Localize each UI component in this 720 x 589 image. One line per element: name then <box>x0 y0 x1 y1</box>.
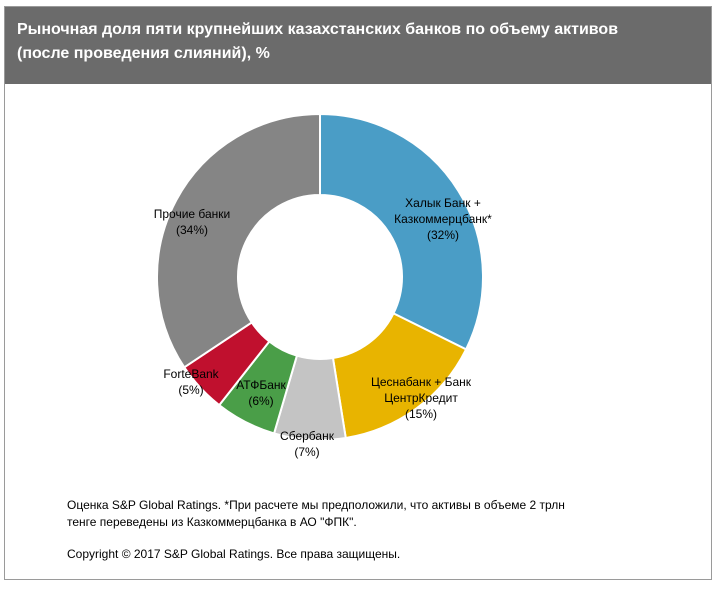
chart-title-line-2: (после проведения слияний), % <box>17 45 270 62</box>
donut-chart: Халык Банк + Казкоммерцбанк* (32%) Цеснабан… <box>154 112 492 459</box>
chart-title-line-1: Рыночная доля пяти крупнейших казахстанс… <box>17 21 619 38</box>
slice-label-4: ForteBank (5%) <box>163 367 219 397</box>
chart-header: Рыночная доля пяти крупнейших казахстанс… <box>5 7 711 84</box>
chart-frame: Рыночная доля пяти крупнейших казахстанс… <box>4 6 712 580</box>
slice-label-3: АТФБанк (6%) <box>236 378 286 408</box>
slice-label-1: Цеснабанк + Банк ЦентрКредит (15%) <box>371 375 472 421</box>
copyright-text: Copyright © 2017 S&P Global Ratings. Все… <box>67 547 401 561</box>
slice-label-5: Прочие банки (34%) <box>154 207 231 237</box>
donut-slice-0 <box>319 112 484 351</box>
slice-label-2: Сбербанк (7%) <box>280 429 335 459</box>
donut-slice-5 <box>156 112 321 369</box>
footnote-line-2: тенге переведены из Казкоммерцбанка в АО… <box>67 515 357 529</box>
slice-label-0: Халык Банк + Казкоммерцбанк* (32%) <box>394 196 492 242</box>
footnote-line-1: Оценка S&P Global Ratings. *При расчете … <box>67 498 565 512</box>
